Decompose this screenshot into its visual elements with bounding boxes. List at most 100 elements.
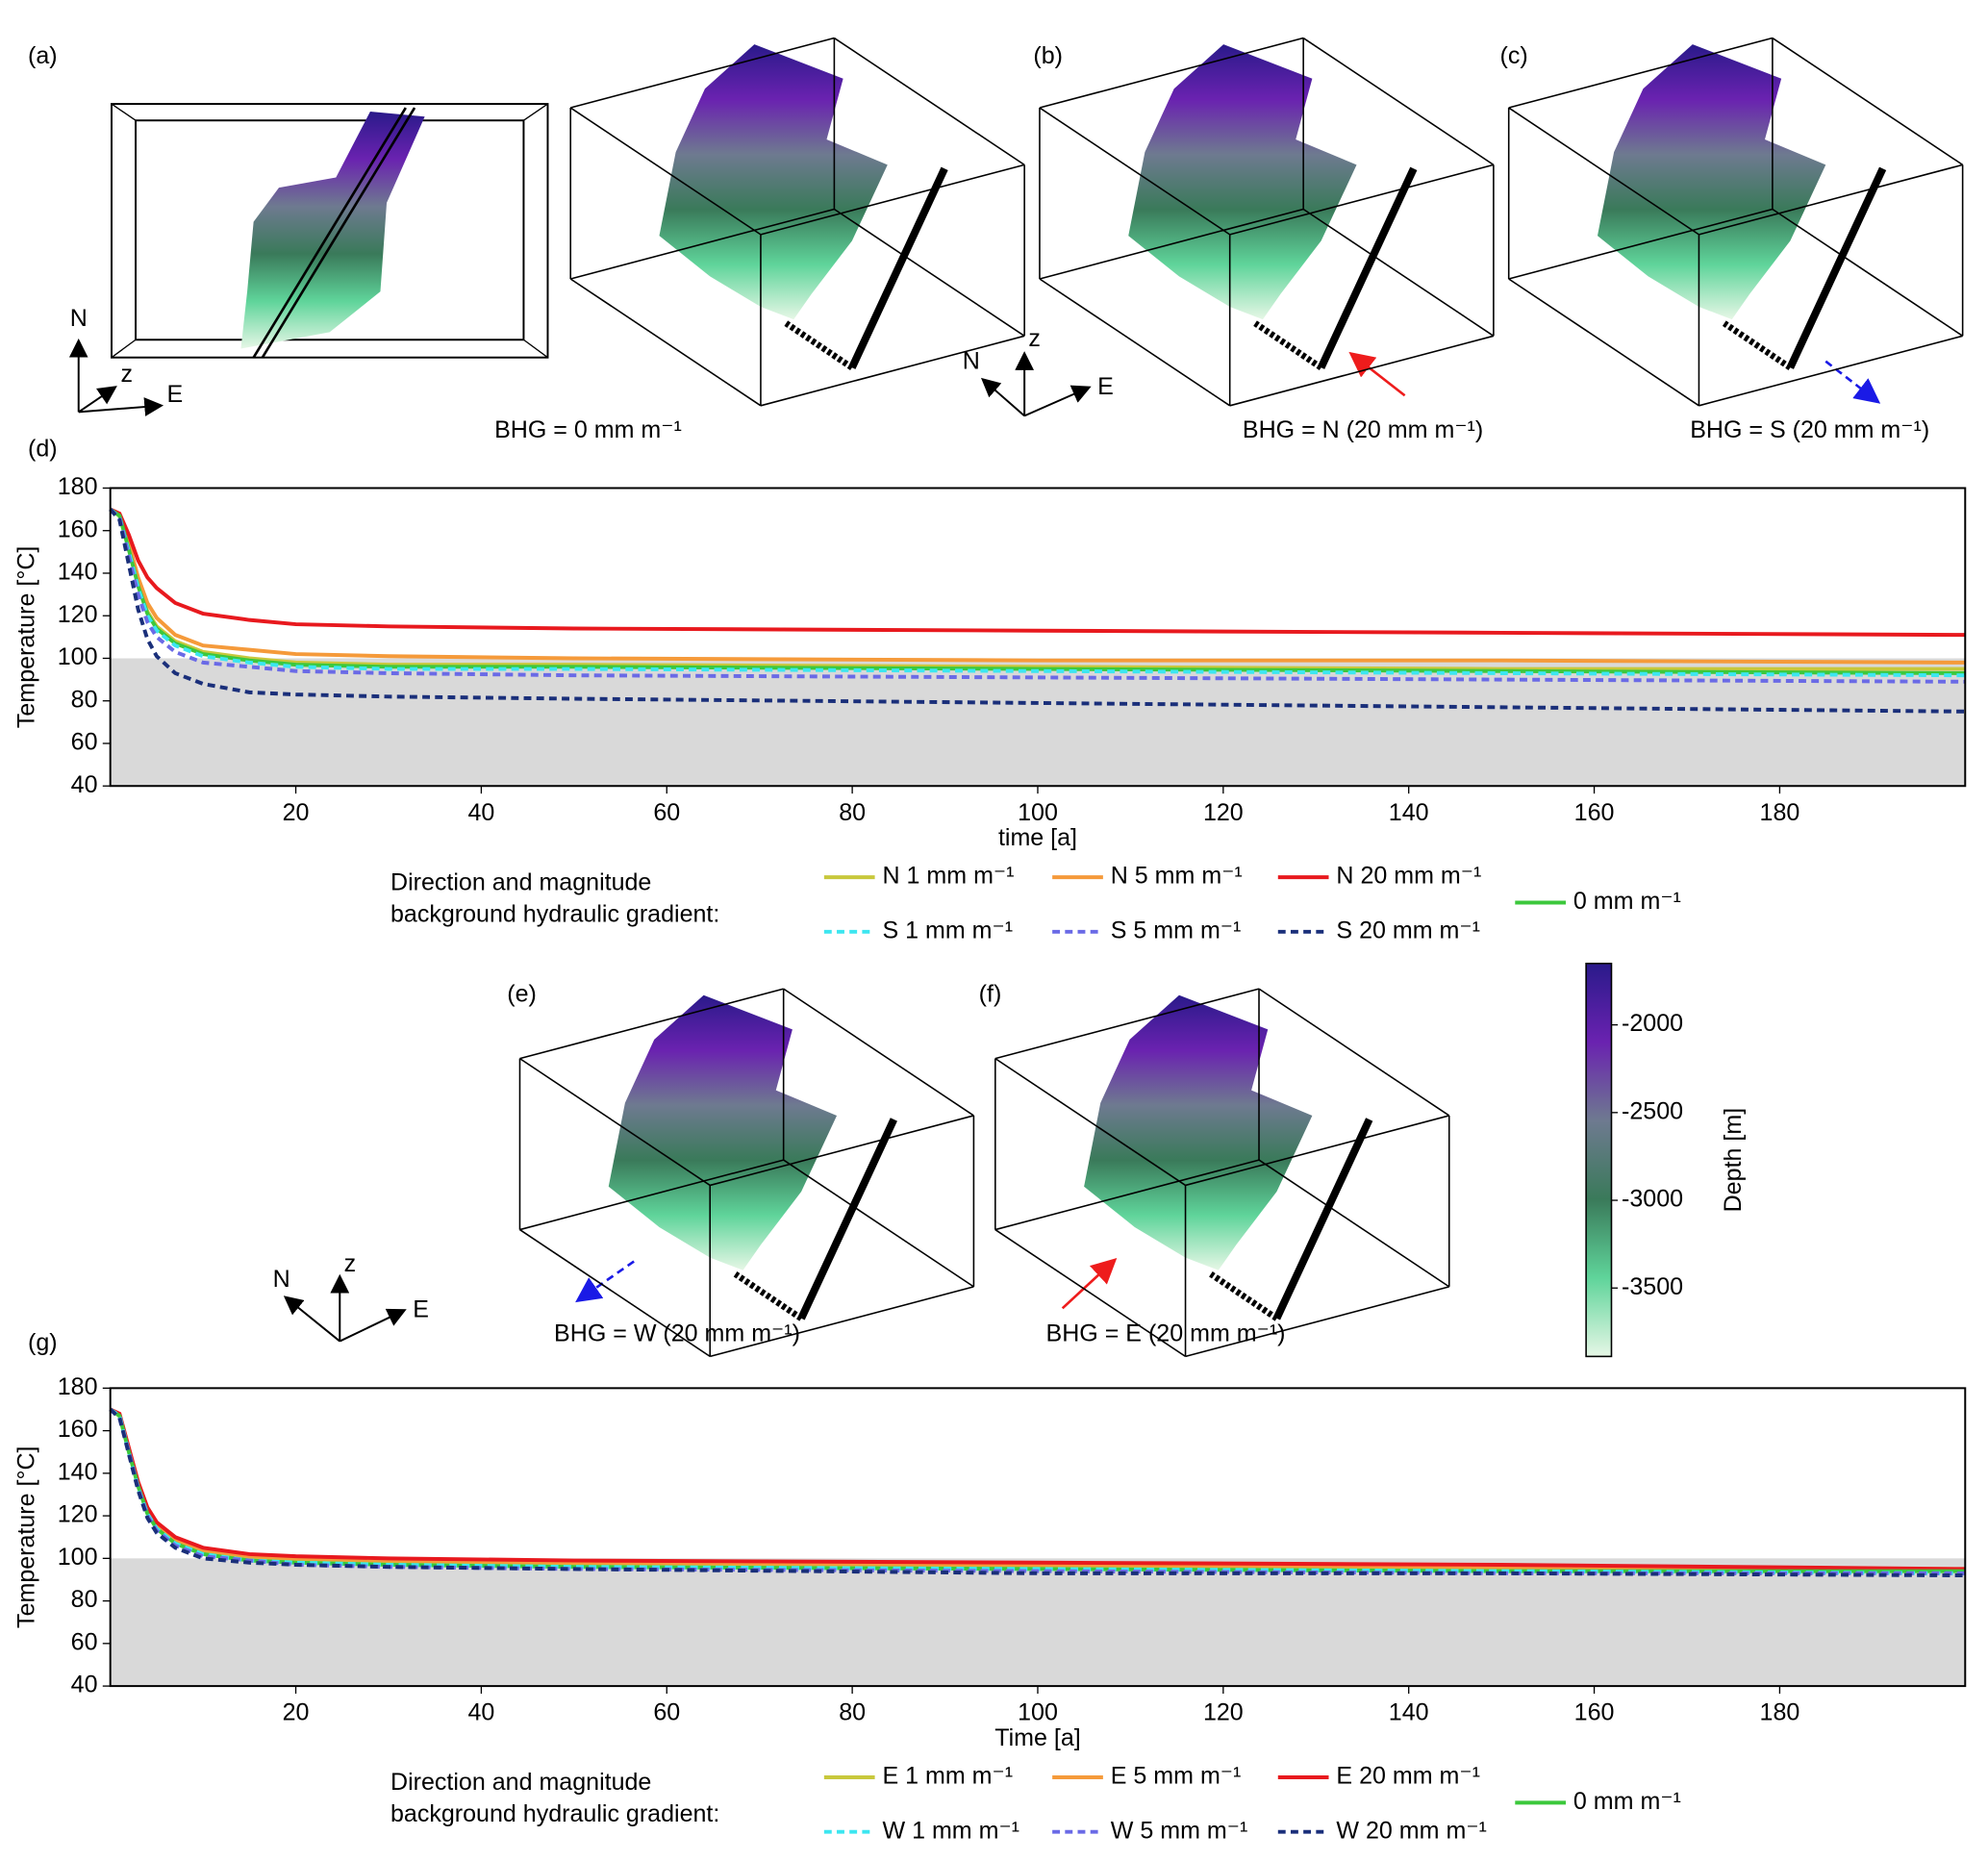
- legend-label: S 5 mm m⁻¹: [1111, 917, 1242, 943]
- legend-label: 0 mm m⁻¹: [1573, 888, 1681, 915]
- wireframe-box: [569, 37, 1025, 407]
- wireframe-box: [1039, 37, 1495, 407]
- legend-label: W 1 mm m⁻¹: [882, 1817, 1019, 1844]
- shaded-region: [110, 658, 1966, 787]
- fracture: [1084, 995, 1370, 1319]
- y-tick-label: 180: [58, 1373, 98, 1400]
- series-line: [109, 1407, 1966, 1575]
- y-tick-label: 140: [58, 559, 98, 586]
- fracture: [1598, 44, 1883, 367]
- box-edge: [783, 1159, 974, 1288]
- y-tick-label: 100: [58, 1544, 98, 1571]
- series-line: [109, 508, 1966, 714]
- box-edge: [1039, 107, 1231, 236]
- box-edge: [710, 1115, 974, 1187]
- x-tick-label: 80: [839, 1699, 866, 1726]
- y-tick-label: 140: [58, 1458, 98, 1485]
- box-edge: [1508, 107, 1699, 236]
- legend-label: E 20 mm m⁻¹: [1336, 1763, 1480, 1790]
- bhg-annotation: BHG = S (20 mm m⁻¹): [1690, 416, 1929, 443]
- y-tick-label: 80: [71, 1586, 98, 1613]
- compass: Nz E: [68, 305, 183, 416]
- series-line: [109, 1407, 1966, 1572]
- compass-label: E: [1097, 373, 1114, 400]
- x-tick-label: 80: [839, 799, 866, 826]
- box-edge: [1185, 1286, 1449, 1358]
- compass-label: z: [344, 1250, 357, 1277]
- box-edge: [570, 208, 835, 280]
- series-line: [109, 508, 1966, 678]
- y-tick-label: 40: [71, 771, 98, 798]
- compass-label: z: [1028, 325, 1041, 352]
- legend-label: S 1 mm m⁻¹: [882, 917, 1013, 943]
- x-tick-label: 120: [1203, 799, 1244, 826]
- box-edge: [1508, 37, 1774, 109]
- x-tick-label: 40: [467, 799, 494, 826]
- series-line: [109, 1407, 1966, 1572]
- x-tick-label: 180: [1760, 799, 1800, 826]
- x-tick-label: 100: [1018, 1699, 1058, 1726]
- box-edge: [1699, 163, 1963, 236]
- box-edge: [994, 988, 1260, 1060]
- colorbar-tick-label: -3500: [1622, 1273, 1683, 1300]
- compass-arrow: [78, 397, 164, 416]
- bhg-annotation: BHG = E (20 mm m⁻¹): [1046, 1320, 1286, 1347]
- colorbar: [1585, 962, 1613, 1358]
- colorbar-title: Depth [m]: [1720, 1108, 1747, 1213]
- compass-label: z: [121, 361, 134, 388]
- box-edge: [783, 988, 974, 1117]
- legend-label: E 1 mm m⁻¹: [882, 1763, 1013, 1790]
- colorbar-tick-label: -2500: [1622, 1097, 1683, 1124]
- plot-frame: [109, 1387, 1967, 1688]
- y-tick-label: 40: [71, 1672, 98, 1698]
- box-edge: [1229, 163, 1495, 236]
- wireframe-box: [994, 988, 1450, 1358]
- x-tick-label: 140: [1389, 799, 1429, 826]
- x-tick-label: 60: [653, 1699, 680, 1726]
- box-edge: [1229, 335, 1495, 407]
- legend-label: N 1 mm m⁻¹: [882, 863, 1014, 890]
- panel-label: (c): [1499, 42, 1527, 69]
- box-edge: [1258, 988, 1450, 1117]
- fracture: [609, 995, 894, 1319]
- x-tick-label: 160: [1574, 1699, 1615, 1726]
- panel-label: (b): [1033, 42, 1063, 69]
- box-edge: [1772, 37, 1964, 166]
- panel-a-view: [111, 103, 549, 359]
- y-tick-label: 60: [71, 729, 98, 756]
- box-edge: [710, 1286, 974, 1358]
- x-tick-label: 120: [1203, 1699, 1244, 1726]
- y-axis-title: Temperature [°C]: [13, 1446, 40, 1627]
- box-edge: [1508, 278, 1699, 407]
- x-tick-label: 20: [283, 1699, 310, 1726]
- box-edge: [994, 1159, 1260, 1231]
- legend-label: 0 mm m⁻¹: [1573, 1788, 1681, 1815]
- legend-title: background hydraulic gradient:: [390, 1800, 719, 1827]
- series-line: [109, 507, 1966, 665]
- legend-label: N 20 mm m⁻¹: [1336, 863, 1481, 890]
- panel-label: (f): [979, 980, 1002, 1007]
- x-tick-label: 100: [1018, 799, 1058, 826]
- box-edge: [760, 163, 1025, 236]
- box-edge: [570, 37, 835, 109]
- y-tick-label: 160: [58, 1416, 98, 1443]
- box-edge: [1699, 335, 1963, 407]
- series-line: [109, 1407, 1966, 1573]
- x-axis-title: Time [a]: [994, 1724, 1080, 1751]
- box-edge: [994, 1057, 1186, 1187]
- colorbar-tick-label: -3000: [1622, 1186, 1683, 1213]
- box-edge: [519, 1159, 784, 1231]
- legend-label: W 20 mm m⁻¹: [1336, 1817, 1486, 1844]
- compass-arrow: [980, 377, 1025, 417]
- box-edge: [1258, 1159, 1450, 1288]
- bhg-annotation: BHG = N (20 mm m⁻¹): [1243, 416, 1483, 443]
- box-edge: [519, 1228, 711, 1358]
- y-tick-label: 120: [58, 601, 98, 628]
- legend-label: N 5 mm m⁻¹: [1111, 863, 1243, 890]
- y-tick-label: 80: [71, 686, 98, 713]
- x-tick-label: 40: [467, 1699, 494, 1726]
- y-tick-label: 120: [58, 1501, 98, 1528]
- box-edge: [994, 1228, 1186, 1358]
- legend-title: Direction and magnitude: [390, 868, 651, 895]
